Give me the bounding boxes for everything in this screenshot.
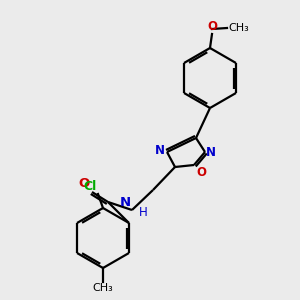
Text: N: N — [206, 146, 216, 158]
Text: H: H — [139, 206, 148, 220]
Text: CH₃: CH₃ — [228, 23, 249, 33]
Text: N: N — [155, 145, 165, 158]
Text: Cl: Cl — [84, 180, 97, 193]
Text: O: O — [79, 177, 90, 190]
Text: O: O — [196, 166, 206, 179]
Text: O: O — [207, 20, 217, 33]
Text: N: N — [120, 196, 131, 209]
Text: CH₃: CH₃ — [93, 283, 113, 293]
